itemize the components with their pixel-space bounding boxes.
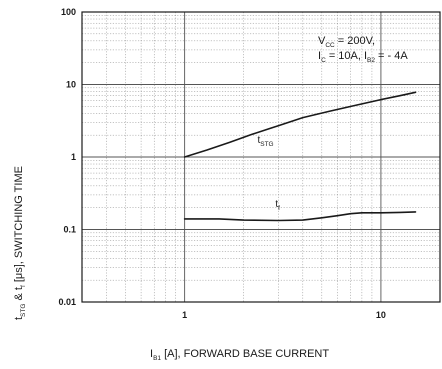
y-tick-label: 100 [61, 7, 76, 17]
x-tick-labels: 1 10 [182, 310, 386, 320]
y-tick-label: 10 [66, 80, 76, 90]
y-tick-labels: 100 10 1 0.1 0.01 [58, 7, 76, 307]
conditions-line-2: IC = 10A, IB2 = - 4A [318, 50, 408, 64]
series [183, 91, 417, 222]
x-tick-label: 10 [376, 310, 386, 320]
series-label-tstg: tSTG [257, 135, 273, 148]
series-line-tf [183, 211, 417, 222]
x-tick-label: 1 [182, 310, 187, 320]
x-axis-label: IB1 [A], FORWARD BASE CURRENT [150, 348, 329, 362]
plot-frame [81, 11, 441, 303]
conditions-line-1: VCC = 200V, [318, 35, 375, 49]
y-axis-label: tSTG & tf [μs], SWITCHING TIME [13, 166, 27, 320]
y-tick-label: 0.01 [58, 297, 76, 307]
y-tick-label: 1 [71, 152, 76, 162]
y-tick-label: 0.1 [63, 225, 76, 235]
series-label-tf: tf [275, 199, 280, 212]
series-line-tstg [183, 91, 417, 158]
